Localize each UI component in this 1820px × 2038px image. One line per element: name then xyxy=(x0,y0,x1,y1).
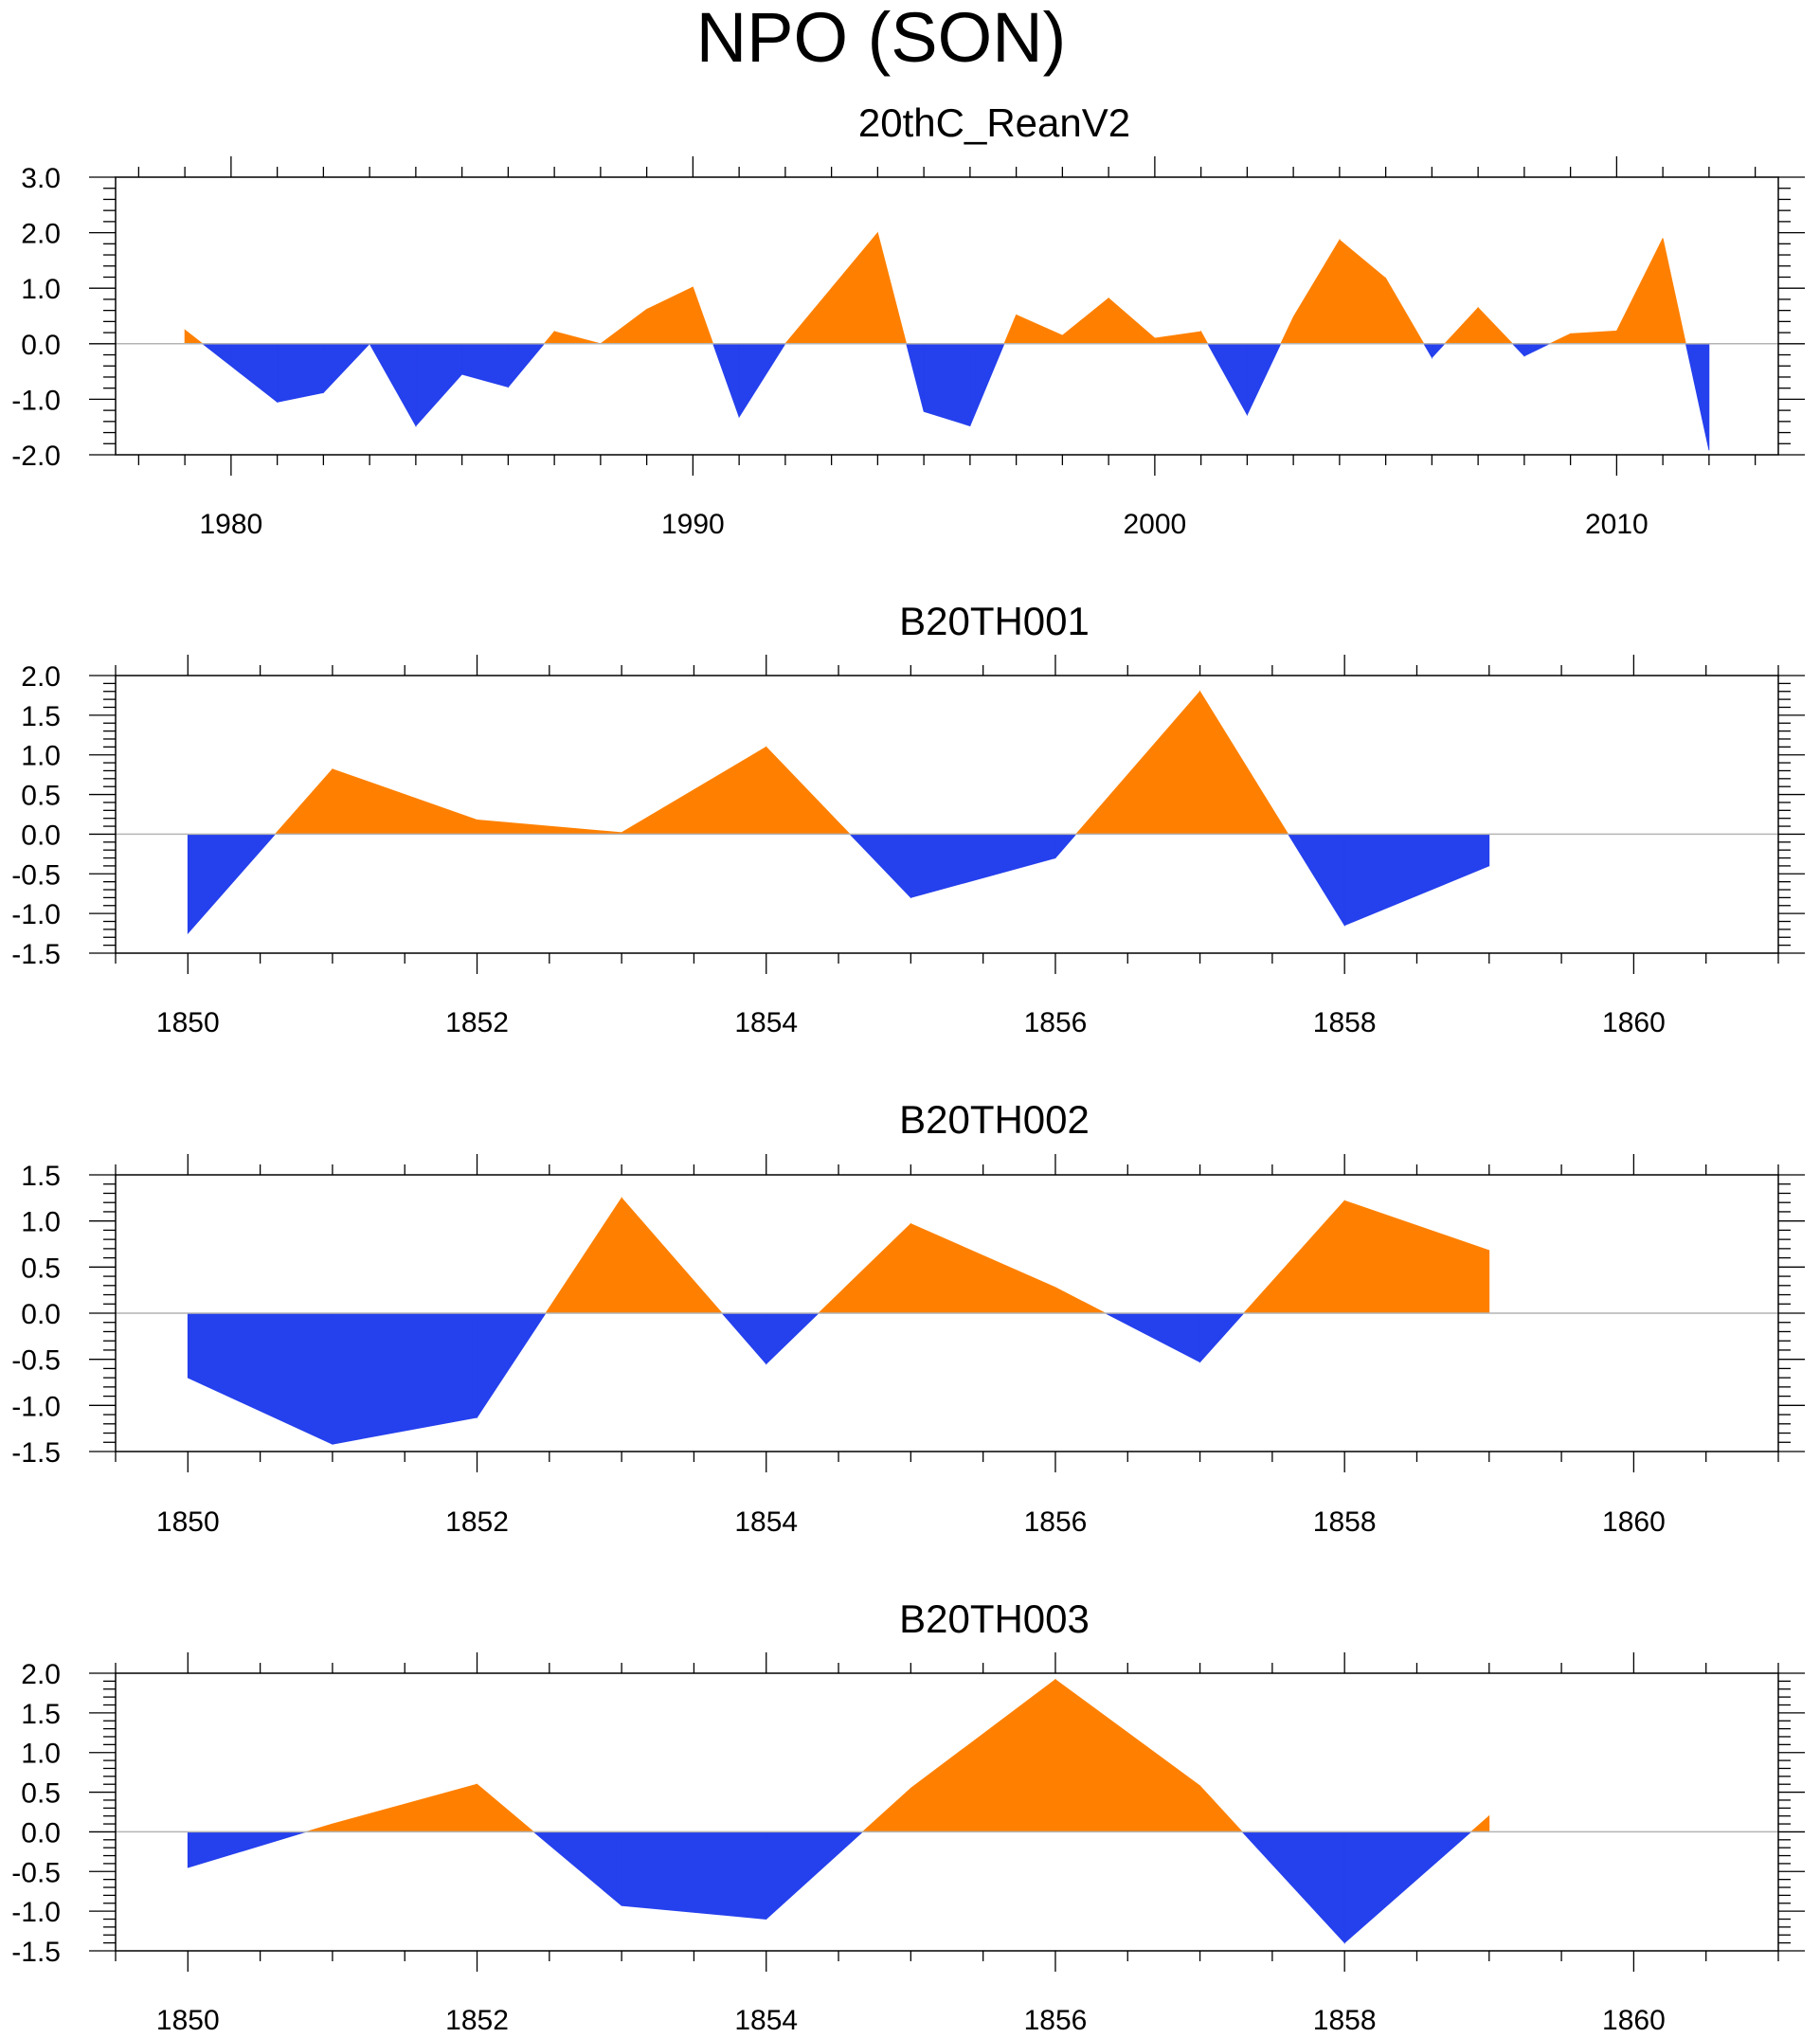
y-tick-label: -1.0 xyxy=(11,385,61,416)
plot-frame xyxy=(115,176,1779,456)
y-tick-label: 0.5 xyxy=(21,1253,61,1284)
x-tick-label: 1854 xyxy=(734,1506,798,1538)
chart-title: B20TH002 xyxy=(899,1097,1090,1142)
x-tick-label: 1856 xyxy=(1024,1007,1088,1038)
y-tick-label: -1.5 xyxy=(11,1937,61,1968)
x-tick-label: 1850 xyxy=(156,2005,220,2036)
x-tick-label: 1854 xyxy=(734,2005,798,2036)
negative-area-fill xyxy=(201,343,1710,451)
chart-title: B20TH001 xyxy=(899,599,1090,643)
y-tick-label: 1.5 xyxy=(21,1699,61,1730)
x-tick-label: 1990 xyxy=(661,509,725,540)
y-tick-label: 0.0 xyxy=(21,330,61,361)
negative-area-fill xyxy=(187,1312,1245,1445)
y-tick-label: 1.5 xyxy=(21,701,61,732)
y-tick-label: 2.0 xyxy=(21,1659,61,1690)
y-tick-label: -0.5 xyxy=(11,1857,61,1888)
x-tick-label: 1850 xyxy=(156,1506,220,1538)
y-tick-label: 2.0 xyxy=(21,219,61,250)
x-tick-label: 2010 xyxy=(1585,509,1649,540)
x-tick-label: 1858 xyxy=(1313,1506,1377,1538)
y-tick-label: 0.0 xyxy=(21,820,61,851)
x-tick-label: 1852 xyxy=(445,1506,509,1538)
y-tick-label: -1.0 xyxy=(11,1391,61,1422)
y-tick-label: -0.5 xyxy=(11,859,61,891)
x-tick-label: 1852 xyxy=(445,2005,509,2036)
y-tick-label: 1.5 xyxy=(21,1161,61,1192)
negative-area-fill xyxy=(187,1831,1472,1944)
y-tick-label: -1.0 xyxy=(11,899,61,930)
y-tick-label: -1.5 xyxy=(11,939,61,970)
chart-panel-2: 1850 1852 1854 1856 1858 1860 2.0 1.5 1.0 0.5 0.0 -… xyxy=(11,599,1805,1038)
negative-area-fill xyxy=(187,834,1490,935)
y-tick-label: 1.0 xyxy=(21,1739,61,1770)
y-tick-label: 1.0 xyxy=(21,741,61,772)
y-tick-label: 3.0 xyxy=(21,163,61,194)
chart-panel-1: 1980 1990 2000 2010 3.0 2.0 1.0 0.0 -1.0 -2.0 20th… xyxy=(11,100,1805,540)
positive-area-fill xyxy=(274,690,1289,835)
positive-area-fill xyxy=(545,1196,1490,1314)
chart-title: 20thC_ReanV2 xyxy=(858,100,1130,145)
y-tick-label: 2.0 xyxy=(21,661,61,693)
plot-frame xyxy=(115,1672,1779,1952)
y-tick-label: -1.0 xyxy=(11,1897,61,1928)
positive-area-fill xyxy=(184,231,1686,345)
x-tick-label: 1850 xyxy=(156,1007,220,1038)
figure-title: NPO (SON) xyxy=(695,0,1067,77)
x-tick-label: 1856 xyxy=(1024,1506,1088,1538)
x-tick-label: 1860 xyxy=(1602,1506,1666,1538)
chart-title: B20TH003 xyxy=(899,1596,1090,1641)
positive-area-fill xyxy=(306,1678,1490,1832)
x-tick-label: 1856 xyxy=(1024,2005,1088,2036)
x-tick-label: 1852 xyxy=(445,1007,509,1038)
y-tick-label: -1.5 xyxy=(11,1437,61,1469)
y-tick-label: 1.0 xyxy=(21,274,61,305)
y-tick-label: 0.5 xyxy=(21,781,61,812)
x-tick-label: 1860 xyxy=(1602,1007,1666,1038)
plot-frame xyxy=(115,675,1779,954)
y-tick-label: -0.5 xyxy=(11,1345,61,1377)
chart-panel-3: 1850 1852 1854 1856 1858 1860 1.5 1.0 0.5 0.0 -0.5… xyxy=(11,1097,1805,1538)
y-tick-label: 0.5 xyxy=(21,1778,61,1810)
x-tick-label: 1858 xyxy=(1313,1007,1377,1038)
y-tick-label: 1.0 xyxy=(21,1207,61,1238)
x-tick-label: 2000 xyxy=(1124,509,1187,540)
x-tick-label: 1854 xyxy=(734,1007,798,1038)
x-tick-label: 1858 xyxy=(1313,2005,1377,2036)
x-tick-label: 1860 xyxy=(1602,2005,1666,2036)
y-tick-label: -2.0 xyxy=(11,441,61,472)
chart-panel-4: 1850 1852 1854 1856 1858 1860 2.0 1.5 1.0 0.5 0.0 -… xyxy=(11,1596,1805,2036)
y-tick-label: 0.0 xyxy=(21,1299,61,1330)
y-tick-label: 0.0 xyxy=(21,1817,61,1849)
x-tick-label: 1980 xyxy=(200,509,263,540)
